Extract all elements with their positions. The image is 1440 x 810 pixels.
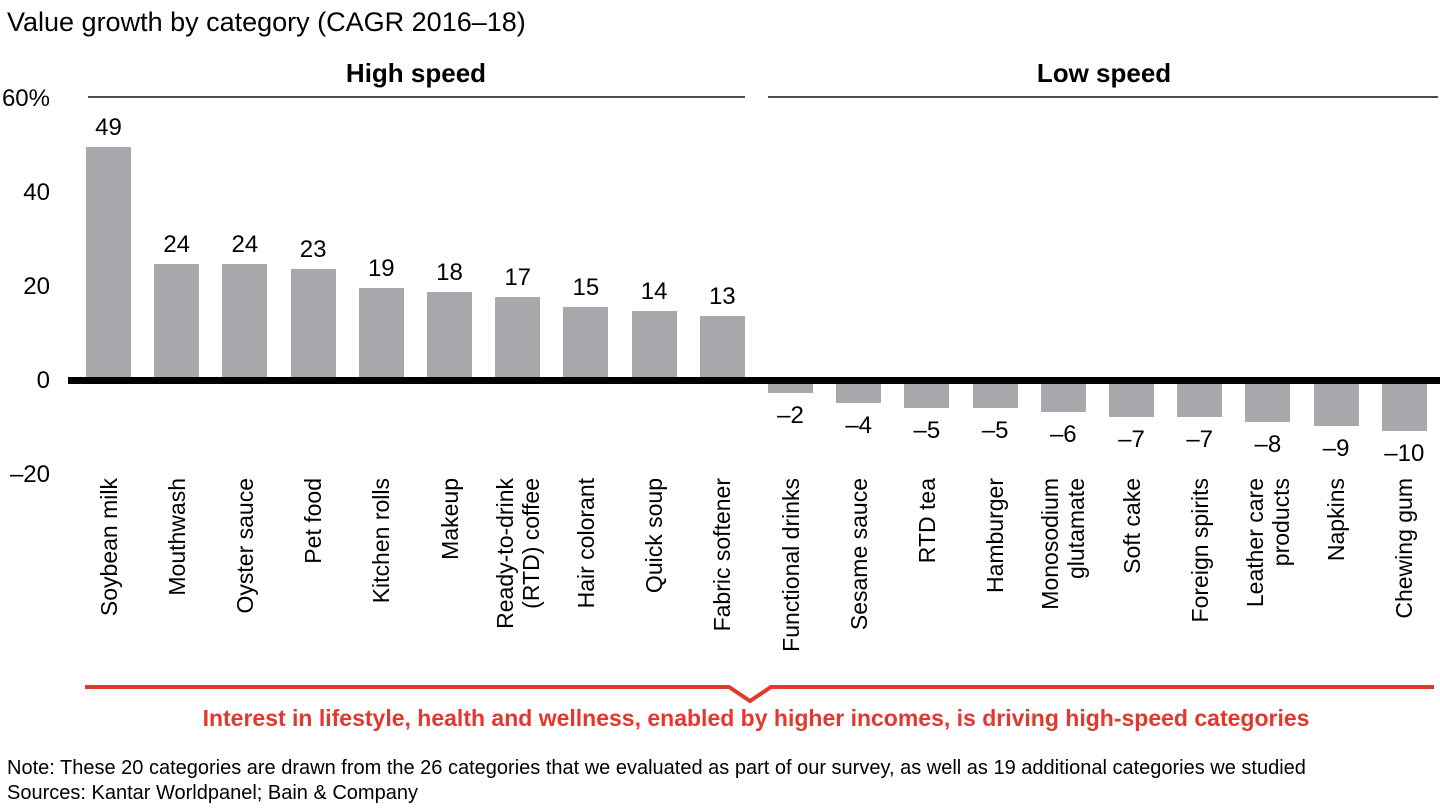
footnotes: Note: These 20 categories are drawn from…: [7, 756, 1306, 806]
bar: [154, 264, 200, 377]
red-brace: [85, 685, 1434, 704]
category-label: Pet food: [300, 478, 327, 564]
bar-value-label: –7: [1186, 425, 1214, 453]
category-label: Makeup: [436, 478, 463, 560]
bar-value-label: –6: [1049, 421, 1077, 449]
bar-value-label: 14: [640, 278, 668, 306]
bar: [972, 384, 1018, 408]
y-tick-label: 20: [23, 272, 50, 300]
bar: [768, 384, 813, 394]
bar-value-label: –9: [1322, 435, 1350, 463]
category-label: Hair colorant: [572, 478, 599, 609]
bar: [495, 297, 541, 377]
x-axis-zero-line: [68, 377, 1440, 384]
bar: [1040, 384, 1086, 413]
bar: [86, 146, 131, 377]
bar: [1313, 384, 1359, 427]
category-label: Quick soup: [641, 478, 668, 594]
category-label: Mouthwash: [163, 478, 190, 596]
bar: [1381, 384, 1427, 431]
category-label: Ready-to-drink (RTD) coffee: [491, 478, 544, 629]
bar: [631, 311, 677, 377]
annotation-text: Interest in lifestyle, health and wellne…: [202, 705, 1310, 731]
note-line: Note: These 20 categories are drawn from…: [7, 757, 1306, 779]
category-label: Kitchen rolls: [368, 478, 395, 604]
bar: [563, 306, 609, 377]
bar-value-label: 49: [95, 113, 122, 141]
y-tick-label: 60%: [1, 84, 50, 112]
group-header-low-speed: Low speed: [1036, 58, 1172, 88]
category-label: Oyster sauce: [231, 478, 258, 614]
bar-value-label: –5: [981, 416, 1009, 444]
bar: [222, 264, 268, 377]
category-label: Chewing gum: [1391, 478, 1418, 619]
category-label: RTD tea: [913, 478, 940, 564]
bar-value-label: 18: [436, 259, 463, 287]
bar-value-label: 23: [299, 235, 327, 263]
bar-value-label: 17: [504, 264, 532, 292]
bar-value-label: 24: [231, 231, 259, 259]
bar-value-label: –2: [777, 402, 804, 430]
group-header-high-speed: High speed: [345, 58, 487, 88]
bar-value-label: –8: [1254, 430, 1282, 458]
category-label: Hamburger: [982, 478, 1009, 594]
bar: [836, 384, 882, 403]
category-label: Foreign spirits: [1186, 478, 1213, 623]
bar-value-label: –4: [845, 411, 873, 439]
bar: [904, 384, 950, 408]
bar: [1177, 384, 1223, 417]
sources-line: Sources: Kantar Worldpanel; Bain & Compa…: [7, 782, 418, 804]
bar-value-label: 24: [163, 231, 191, 259]
category-label: Soft cake: [1118, 478, 1145, 574]
high-speed-rule: [88, 96, 745, 98]
bar: [699, 315, 745, 377]
bar-value-label: 13: [708, 282, 736, 310]
category-label: Functional drinks: [777, 478, 804, 652]
bar-value-label: –10: [1384, 440, 1425, 467]
red-brace-line: [85, 685, 1434, 704]
bar: [290, 268, 336, 377]
category-label: Napkins: [1323, 478, 1350, 562]
y-tick-label: 40: [23, 178, 50, 206]
bar: [427, 292, 472, 377]
bar: [1109, 384, 1154, 417]
y-tick-label: 0: [36, 366, 50, 394]
category-label: Soybean milk: [95, 478, 122, 617]
category-label: Sesame sauce: [845, 478, 872, 631]
chart-title: Value growth by category (CAGR 2016–18): [7, 7, 526, 37]
bar-value-label: 15: [572, 273, 600, 301]
y-tick-label: –20: [9, 460, 50, 488]
category-label: Fabric softener: [709, 478, 736, 632]
bar-value-label: –7: [1118, 425, 1145, 453]
bar-value-label: –5: [913, 416, 941, 444]
category-label: Leather care products: [1241, 478, 1294, 608]
category-label: Monosodium glutamate: [1037, 478, 1090, 610]
bar-value-label: 19: [367, 254, 395, 282]
low-speed-rule: [768, 96, 1438, 98]
bar: [358, 287, 404, 377]
bar: [1245, 384, 1291, 422]
